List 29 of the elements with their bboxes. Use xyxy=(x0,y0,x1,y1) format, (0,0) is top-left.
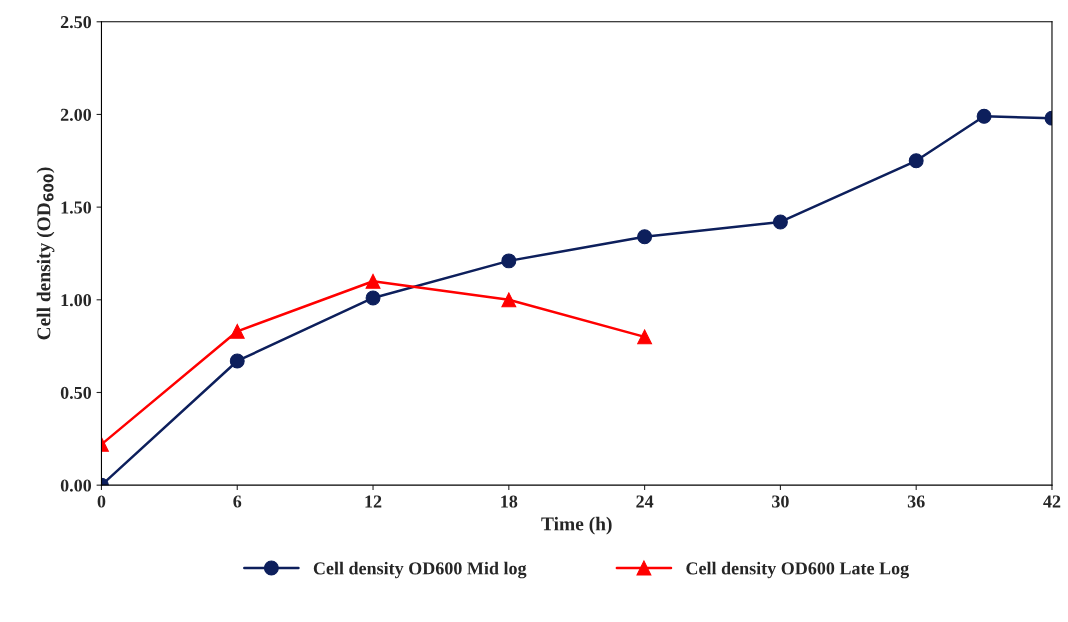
point xyxy=(772,214,788,230)
point xyxy=(908,153,924,169)
point xyxy=(229,353,245,369)
x-tick-label: 30 xyxy=(772,495,789,508)
point xyxy=(501,253,517,269)
x-tick-label: 18 xyxy=(501,495,518,508)
point xyxy=(501,292,517,308)
point xyxy=(637,329,653,345)
y-tick-label: 2.00 xyxy=(60,108,92,121)
y-tick-label: 2.50 xyxy=(60,16,92,29)
point xyxy=(365,273,381,289)
x-tick-label: 0 xyxy=(97,495,106,508)
x-axis-title: Time (h) xyxy=(541,516,612,535)
point xyxy=(637,229,653,245)
x-tick-label: 42 xyxy=(1043,495,1061,508)
legend-label: Cell density OD600 Mid log xyxy=(313,561,527,579)
point xyxy=(976,108,992,124)
point xyxy=(365,290,381,306)
y-tick-label: 0.00 xyxy=(60,479,92,492)
y-tick-label: 1.50 xyxy=(61,201,92,214)
legend-label: Cell density OD600 Late Log xyxy=(686,561,909,579)
y-tick-label: 0.50 xyxy=(60,386,92,399)
x-tick-label: 24 xyxy=(636,495,654,508)
x-tick-label: 36 xyxy=(907,495,925,508)
y-axis-title: Cell density (OD$_{600}$) xyxy=(36,167,55,340)
x-tick-label: 12 xyxy=(365,495,382,508)
point xyxy=(229,323,245,339)
x-tick-label: 6 xyxy=(233,495,242,508)
y-tick-label: 1.00 xyxy=(61,294,92,307)
